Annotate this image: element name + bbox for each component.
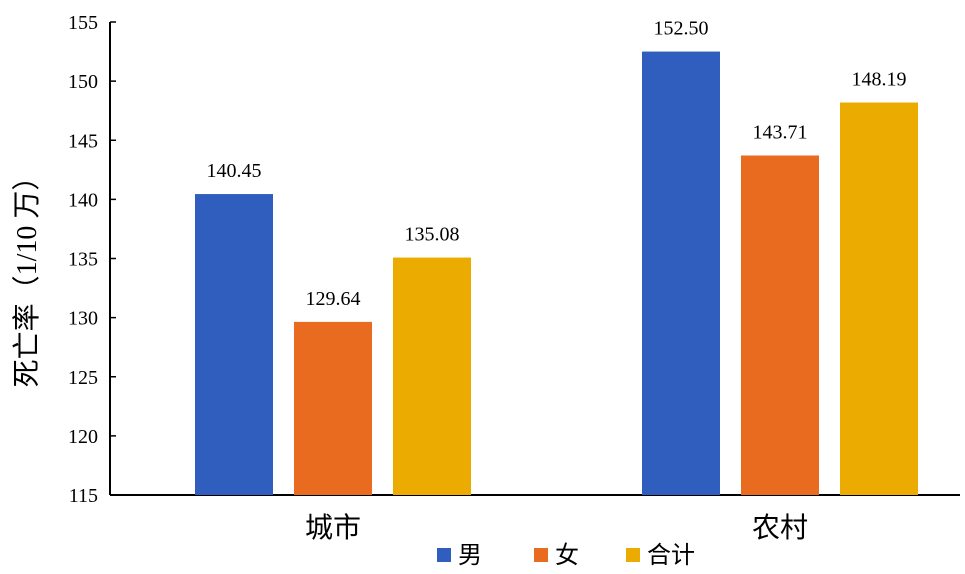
bar-value-label: 129.64 (306, 288, 361, 310)
bar (840, 102, 918, 495)
bar (393, 257, 471, 495)
data-labels: 140.45 129.64 135.08 152.50 143.71 148.19 (207, 18, 907, 310)
y-tick-label: 140 (68, 189, 98, 211)
x-category-label: 农村 (752, 512, 808, 544)
y-tick-label: 145 (68, 130, 98, 152)
bar (294, 321, 372, 495)
legend-swatch (626, 548, 640, 562)
bar-value-label: 143.71 (753, 122, 808, 144)
bar-value-label: 148.19 (852, 69, 907, 91)
x-category-label: 城市 (305, 512, 361, 544)
bars (195, 51, 918, 495)
bar-value-label: 135.08 (405, 224, 460, 246)
bar-value-label: 140.45 (207, 160, 262, 182)
legend-swatch (437, 548, 451, 562)
bar (195, 194, 273, 495)
y-tick-label: 125 (68, 367, 98, 389)
y-tick-label: 130 (68, 308, 98, 330)
legend-label: 合计 (647, 542, 695, 569)
y-tick-label: 115 (69, 485, 98, 507)
axes: 115 120 125 130 135 140 145 150 155 城市 农村 (68, 12, 960, 544)
legend-label: 女 (555, 542, 579, 569)
y-tick-label: 155 (68, 12, 98, 34)
legend-label: 男 (458, 543, 482, 569)
y-tick-label: 150 (68, 71, 98, 93)
legend: 男 女 合计 (437, 542, 695, 569)
bar (741, 155, 819, 495)
bar (642, 51, 720, 495)
y-tick-label: 120 (68, 426, 98, 448)
bar-value-label: 152.50 (654, 18, 709, 40)
y-axis-label: 死亡率（1/10 万） (11, 163, 43, 388)
y-tick-label: 135 (68, 249, 98, 271)
legend-swatch (534, 548, 548, 562)
